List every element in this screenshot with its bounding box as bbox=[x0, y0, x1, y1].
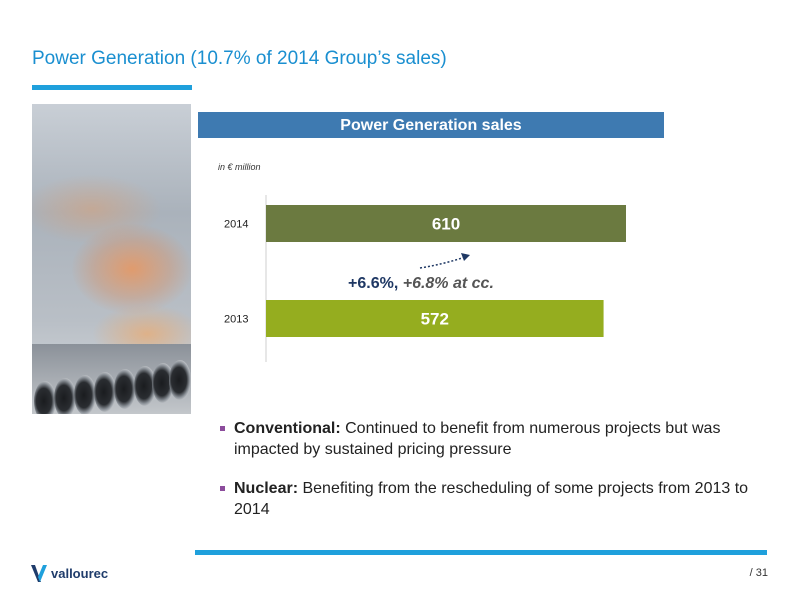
growth-value: +6.6%, bbox=[348, 275, 399, 292]
bullet-heading: Nuclear: bbox=[234, 480, 299, 497]
category-label-2014: 2014 bbox=[224, 219, 248, 231]
growth-annotation: +6.6%, +6.8% at cc. bbox=[348, 275, 494, 293]
bullet-text: Continued to benefit from numerous proje… bbox=[234, 420, 721, 458]
slide-title: Power Generation (10.7% of 2014 Group’s … bbox=[32, 48, 447, 69]
data-label-2014: 610 bbox=[432, 215, 460, 234]
unit-label: in € million bbox=[218, 162, 261, 172]
page-number: / 31 bbox=[749, 567, 768, 579]
footer-rule bbox=[195, 550, 767, 555]
vallourec-logo: vallourec bbox=[30, 562, 108, 584]
bullet-text: Benefiting from the rescheduling of some… bbox=[234, 480, 749, 518]
growth-at-cc: +6.8% at cc. bbox=[402, 275, 494, 292]
steel-tubes-photo bbox=[32, 104, 191, 414]
title-underline bbox=[32, 85, 192, 90]
bullet-conventional: Conventional: Continued to benefit from … bbox=[220, 418, 760, 460]
vallourec-v-logo-icon bbox=[31, 565, 47, 582]
bar-2014 bbox=[266, 205, 626, 242]
growth-arrow bbox=[419, 253, 470, 269]
bar-2013 bbox=[266, 300, 604, 337]
chart-header: Power Generation sales bbox=[198, 112, 664, 138]
bullet-square-icon bbox=[220, 426, 225, 431]
bullet-square-icon bbox=[220, 486, 225, 491]
bullet-list: Conventional: Continued to benefit from … bbox=[220, 418, 760, 538]
logo-text: vallourec bbox=[51, 565, 109, 581]
bullet-nuclear: Nuclear: Benefiting from the reschedulin… bbox=[220, 478, 760, 520]
data-label-2013: 572 bbox=[421, 310, 449, 329]
category-label-2013: 2013 bbox=[224, 314, 248, 326]
bullet-heading: Conventional: bbox=[234, 420, 341, 437]
